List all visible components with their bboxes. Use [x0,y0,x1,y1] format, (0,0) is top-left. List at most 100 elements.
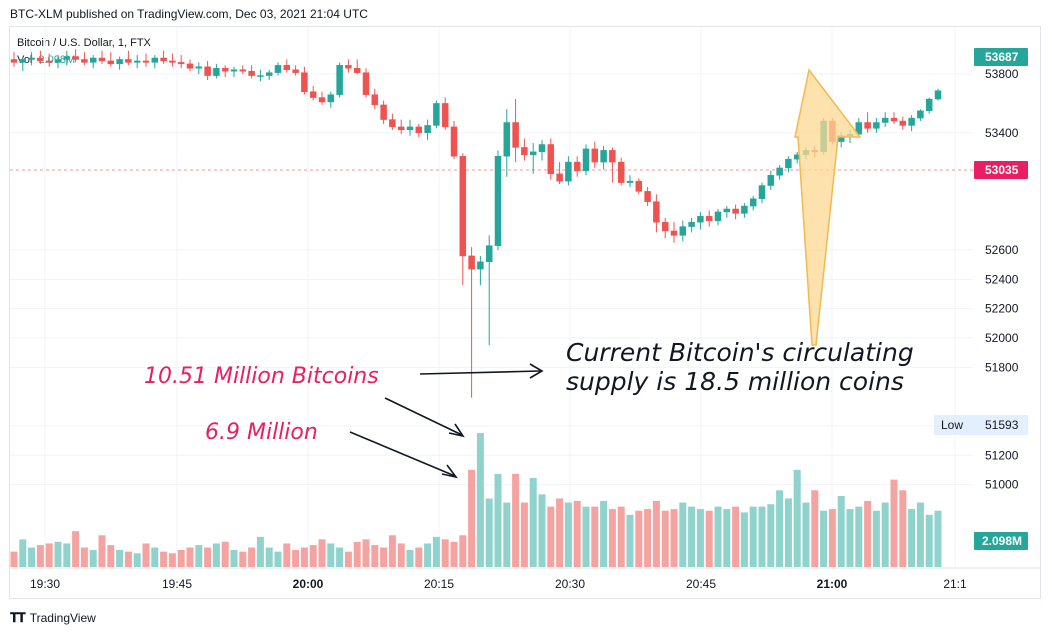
candle [776,165,783,180]
price-tick: 53400 [985,126,1019,140]
low-price-badge [934,415,1028,435]
candle [309,85,317,101]
million-annotation: 6.9 Million [205,420,318,445]
volume-bar [151,547,159,567]
candle [169,53,176,67]
volume-bar [116,550,124,567]
volume-bar [476,433,484,567]
candle [63,50,71,66]
volume-bar [573,500,581,567]
arrowhead-icon [448,423,465,438]
candle [204,60,211,80]
candle [934,88,942,101]
volume-bar [160,551,168,567]
candle [54,55,62,69]
volume-bar [784,498,792,567]
price-tick: 52000 [985,331,1019,345]
volume-bar [10,551,18,567]
candle [714,208,722,226]
price-tick: 51800 [985,360,1019,374]
candle [617,157,625,186]
volume-bar [688,506,696,567]
volume-bar [520,502,528,567]
up-arrow-icon [794,68,862,346]
price-tick: 51200 [985,448,1019,462]
candle [248,65,255,79]
footer-brand[interactable]: TradingView [29,611,96,625]
candle [521,138,528,161]
low-label: Low [941,418,963,432]
candle [591,141,599,168]
candle [318,91,326,105]
candle [547,138,555,180]
volume-bar [186,547,194,567]
candle [353,59,361,75]
candle [573,156,581,177]
time-tick: 20:45 [686,577,716,591]
volume-bar [344,551,352,567]
time-axis[interactable]: 19:30 19:45 20:00 20:15 20:30 20:45 21:00 21:1 [30,577,967,591]
volume-bar [846,509,854,567]
marked-price-value: 53035 [985,163,1019,177]
volume-bar [265,547,273,567]
volume-bar [512,473,520,567]
candle [116,56,123,70]
candle [688,217,695,233]
volume-bar [221,541,229,567]
symbol-title[interactable]: Bitcoin / U.S. Dollar, 1, FTX [17,37,151,49]
candle [477,255,484,286]
volume-bar [283,543,291,567]
candle [609,147,616,183]
volume-bar [644,509,652,567]
candle [142,53,150,67]
volume-bar [740,512,748,567]
volume-bar [608,509,616,567]
volume-bar [529,478,537,567]
volume-bar [89,550,97,567]
volume-bar [802,502,810,567]
candle [265,69,273,80]
volume-bar [54,541,62,567]
time-tick: 20:15 [424,577,454,591]
candle [336,62,343,98]
volume-bar [45,543,53,567]
time-tick: 20:30 [555,577,585,591]
arrow-to-second-icon [349,431,456,477]
candle [45,53,53,67]
volume-bar [230,550,238,567]
volume-bar [397,543,405,567]
candle [485,235,493,346]
candle [406,119,414,136]
volume-bar [793,469,801,567]
time-tick: 19:30 [30,577,60,591]
candle [468,247,475,398]
candle [917,109,924,122]
volume-bar [916,502,924,567]
last-price-badge [974,48,1028,66]
volume-bar [107,545,115,567]
volume-bar [142,543,150,567]
candle [133,55,141,69]
candle [626,175,634,188]
volume-bar [494,473,502,567]
volume-bar [661,510,669,567]
volume-bar [353,541,361,567]
volume-bar [855,506,863,567]
candle [362,68,370,98]
candle [705,210,713,227]
volume-bar [248,547,256,567]
candle [221,65,229,78]
candle [380,100,387,124]
candle [107,52,115,67]
volume-bar [336,547,344,567]
candle [19,56,27,72]
volume-bar [274,551,282,567]
candle [582,144,590,176]
footer: 𝐓𝐓 TradingView [10,610,96,626]
volume-bars [10,433,942,567]
candle [433,100,440,129]
candle [565,156,572,186]
volume-bar [864,500,872,567]
volume-bar [204,547,212,567]
